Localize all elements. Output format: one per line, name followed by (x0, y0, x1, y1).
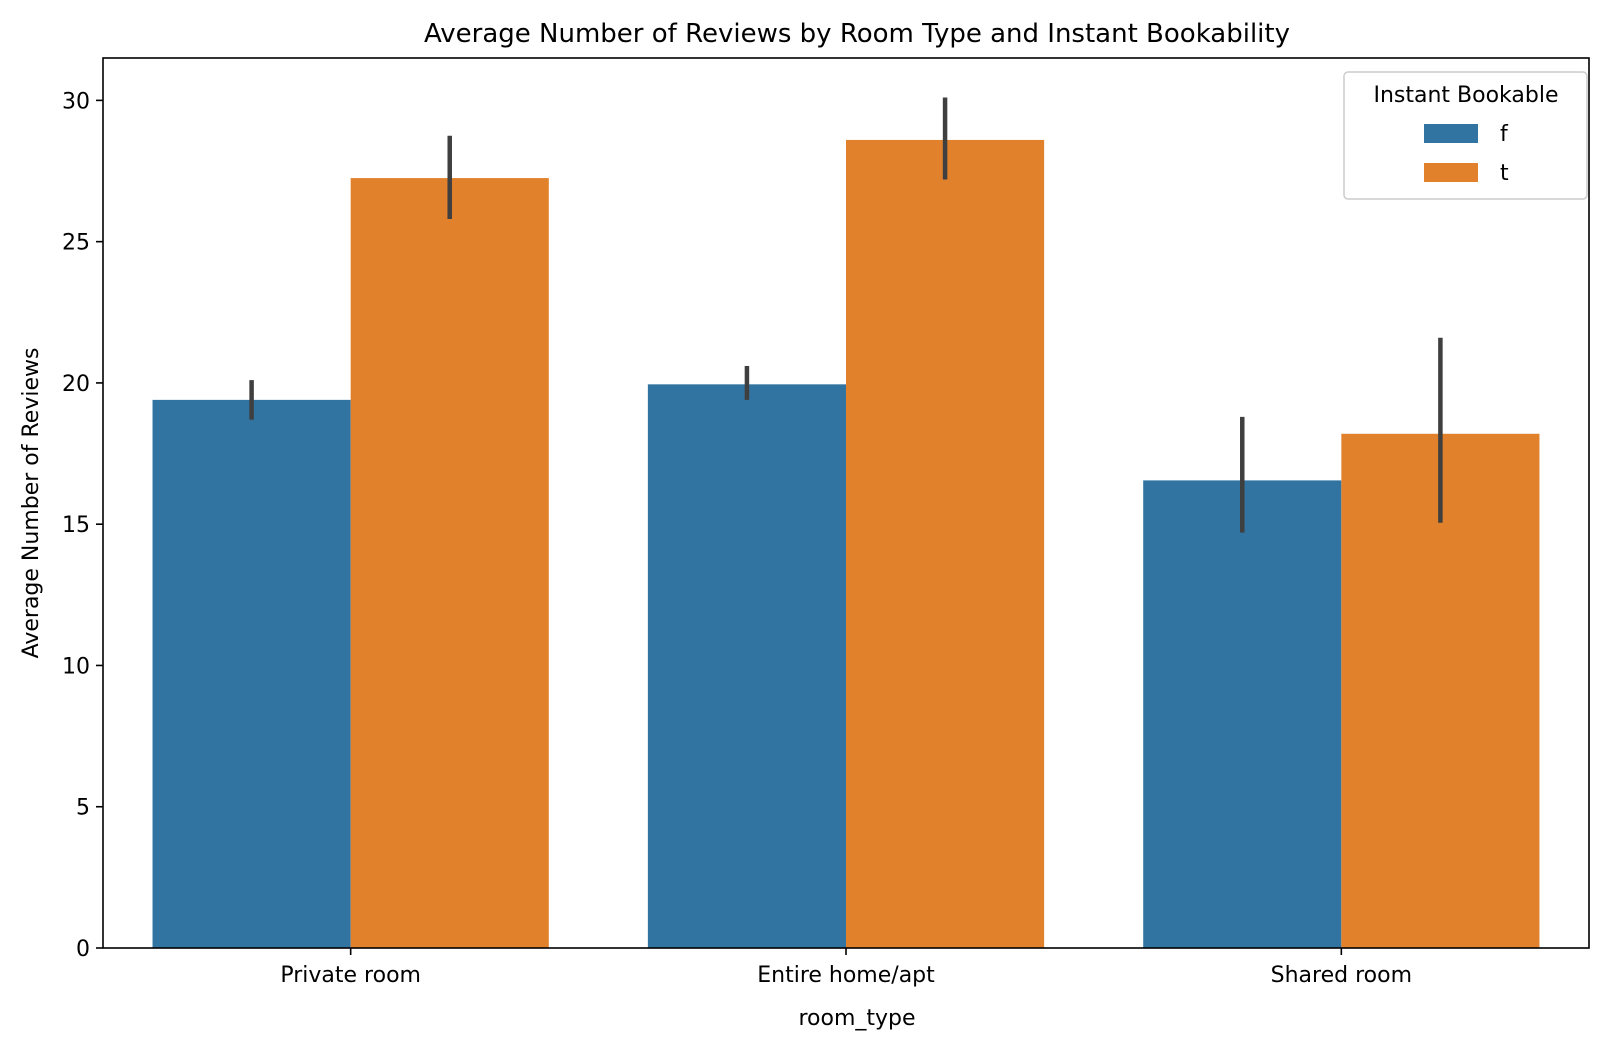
legend: Instant Bookable ft (1343, 71, 1588, 200)
y-tick-label: 20 (62, 372, 90, 397)
legend-swatch-t (1424, 163, 1478, 182)
legend-label-f: f (1500, 122, 1509, 147)
chart-title: Average Number of Reviews by Room Type a… (424, 19, 1290, 49)
y-tick-label: 15 (62, 513, 90, 538)
y-tick-label: 5 (76, 796, 90, 821)
y-tick-label: 25 (62, 231, 90, 256)
bar-f-2 (1143, 480, 1342, 948)
bar-f-1 (647, 384, 846, 948)
x-axis-label: room_type (798, 1006, 915, 1031)
x-tick-label: Shared room (1271, 963, 1412, 988)
y-axis-label: Average Number of Reviews (19, 348, 44, 659)
bar-f-0 (152, 399, 351, 948)
y-tick-label: 10 (62, 654, 90, 679)
legend-label-t: t (1500, 161, 1509, 186)
x-tick-label: Entire home/apt (757, 963, 935, 988)
bars-layer (152, 139, 1540, 949)
y-tick-label: 0 (76, 937, 90, 962)
bar-t-0 (350, 178, 549, 949)
y-axis: 0 5 10 15 20 25 30 (62, 89, 103, 962)
errorbars-layer (249, 97, 1443, 533)
legend-title: Instant Bookable (1373, 83, 1558, 108)
x-tick-label: Private room (280, 963, 421, 988)
x-axis: Private room Entire home/apt Shared room (280, 948, 1412, 988)
legend-items: ft (1424, 122, 1509, 186)
bar-t-1 (846, 139, 1045, 948)
y-tick-label: 30 (62, 89, 90, 114)
legend-swatch-f (1424, 124, 1478, 143)
